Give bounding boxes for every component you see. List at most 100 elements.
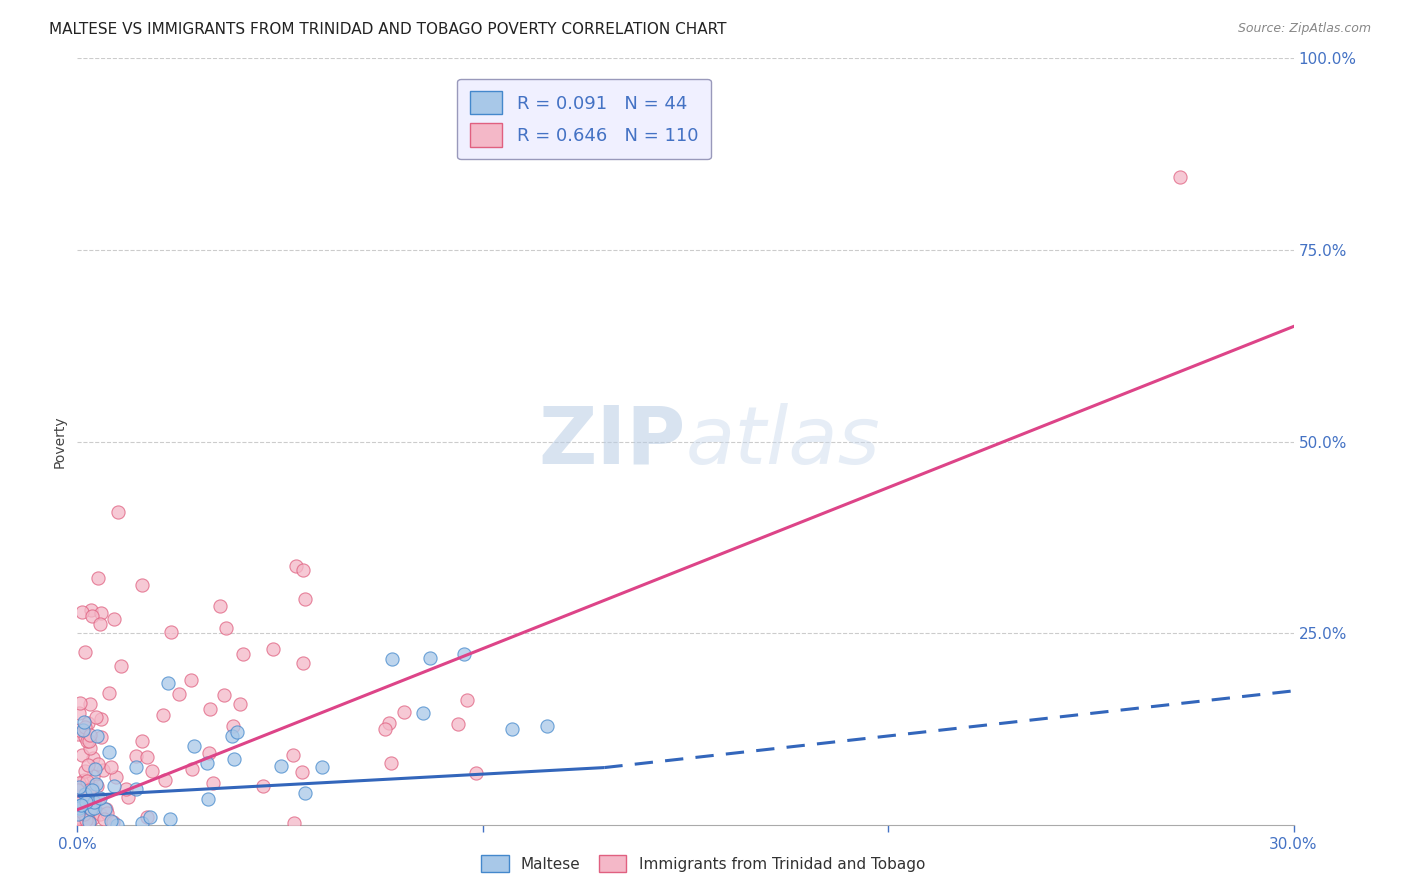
Point <box>73 644 96 658</box>
Point <box>69 696 91 710</box>
Point <box>412 706 434 720</box>
Point <box>67 776 90 790</box>
Point <box>115 782 138 797</box>
Point <box>152 707 174 722</box>
Point <box>232 647 254 661</box>
Point <box>291 656 314 670</box>
Point <box>117 790 139 805</box>
Point <box>1168 169 1191 184</box>
Point <box>69 789 91 803</box>
Point <box>84 777 107 791</box>
Text: MALTESE VS IMMIGRANTS FROM TRINIDAD AND TOBAGO POVERTY CORRELATION CHART: MALTESE VS IMMIGRANTS FROM TRINIDAD AND … <box>49 22 727 37</box>
Point <box>107 505 129 519</box>
Point <box>131 734 153 748</box>
Point <box>69 798 91 813</box>
Point <box>67 723 90 737</box>
Point <box>80 780 103 794</box>
Point <box>103 779 125 793</box>
Point <box>201 775 224 789</box>
Point <box>96 802 118 816</box>
Point <box>198 746 221 760</box>
Point <box>70 803 93 817</box>
Point <box>75 810 97 824</box>
Point <box>73 764 96 778</box>
Point <box>72 804 94 818</box>
Point <box>93 812 115 826</box>
Point <box>79 740 101 755</box>
Point <box>70 812 93 826</box>
Text: ZIP: ZIP <box>538 402 686 481</box>
Point <box>214 688 236 702</box>
Point <box>70 817 93 831</box>
Point <box>67 783 90 797</box>
Point <box>73 806 96 821</box>
Point <box>77 715 100 730</box>
Point <box>103 611 125 625</box>
Point <box>110 659 132 673</box>
Point <box>464 765 486 780</box>
Point <box>197 792 219 806</box>
Point <box>195 756 218 770</box>
Point <box>66 812 89 826</box>
Point <box>226 725 249 739</box>
Point <box>180 762 202 776</box>
Point <box>87 570 110 584</box>
Point <box>79 800 101 814</box>
Point <box>80 782 103 797</box>
Text: Source: ZipAtlas.com: Source: ZipAtlas.com <box>1237 22 1371 36</box>
Point <box>77 758 100 772</box>
Point <box>183 739 205 753</box>
Point <box>380 756 402 771</box>
Point <box>105 818 128 832</box>
Point <box>66 810 89 824</box>
Point <box>77 783 100 797</box>
Point <box>67 803 90 817</box>
Point <box>98 686 121 700</box>
Point <box>79 815 101 830</box>
Point <box>70 605 93 619</box>
Point <box>139 810 162 824</box>
Point <box>156 676 179 690</box>
Point <box>84 710 107 724</box>
Point <box>67 726 90 740</box>
Point <box>222 719 245 733</box>
Point <box>124 760 146 774</box>
Point <box>86 729 108 743</box>
Point <box>104 770 127 784</box>
Point <box>72 787 94 801</box>
Point <box>73 787 96 801</box>
Point <box>67 780 90 794</box>
Point <box>73 715 96 730</box>
Point <box>283 816 305 830</box>
Point <box>141 764 163 778</box>
Point <box>135 750 157 764</box>
Point <box>79 698 101 712</box>
Point <box>456 692 478 706</box>
Point <box>381 651 404 665</box>
Point <box>82 769 104 783</box>
Point <box>75 720 97 734</box>
Point <box>378 715 401 730</box>
Point <box>76 789 98 804</box>
Point <box>76 734 98 748</box>
Point <box>69 790 91 805</box>
Legend: Maltese, Immigrants from Trinidad and Tobago: Maltese, Immigrants from Trinidad and To… <box>474 847 932 880</box>
Point <box>87 792 110 806</box>
Point <box>501 722 523 736</box>
Point <box>87 757 110 772</box>
Point <box>67 706 90 720</box>
Point <box>125 781 148 796</box>
Point <box>131 816 153 830</box>
Point <box>100 760 122 774</box>
Point <box>73 773 96 788</box>
Point <box>180 673 202 687</box>
Point <box>77 815 100 830</box>
Point <box>89 617 111 632</box>
Point <box>394 705 416 719</box>
Point <box>69 810 91 824</box>
Point <box>83 796 105 810</box>
Point <box>281 747 304 762</box>
Point <box>221 729 243 743</box>
Point <box>294 786 316 800</box>
Point <box>72 723 94 737</box>
